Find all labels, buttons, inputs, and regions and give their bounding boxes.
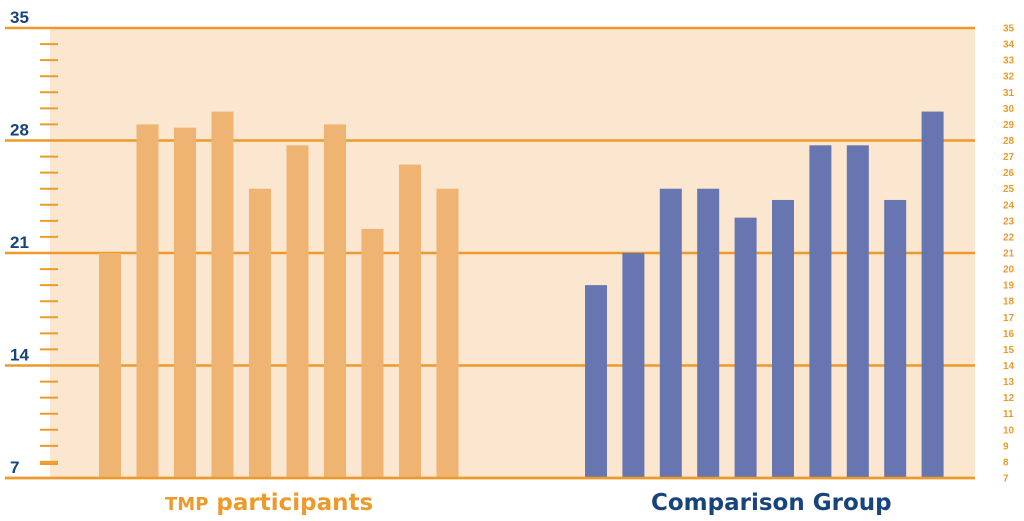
comparison-bar — [622, 253, 645, 478]
right-tick-label: 17 — [1003, 313, 1015, 324]
right-tick-label: 10 — [1003, 425, 1015, 436]
right-tick-label: 30 — [1003, 104, 1015, 115]
right-tick-label: 33 — [1003, 56, 1015, 67]
right-tick-label: 13 — [1003, 377, 1015, 388]
right-tick-label: 26 — [1003, 168, 1015, 179]
comparison-bar — [734, 217, 757, 478]
tmp-participants-label: TMP participants — [165, 490, 373, 516]
tmp-bar — [174, 127, 196, 479]
right-tick-label: 32 — [1003, 72, 1015, 83]
comparison-bar — [846, 145, 869, 479]
tmp-bar — [361, 228, 384, 478]
left-tick-label: 14 — [10, 346, 29, 365]
tmp-bar — [436, 188, 459, 478]
right-tick-label: 15 — [1003, 345, 1015, 356]
right-tick-label: 25 — [1003, 184, 1015, 195]
right-tick-label: 21 — [1003, 249, 1015, 260]
right-tick-label: 22 — [1003, 232, 1015, 243]
comparison-bar — [884, 199, 907, 478]
right-tick-label: 9 — [1003, 441, 1009, 452]
right-tick-label: 28 — [1003, 136, 1015, 147]
right-tick-label: 20 — [1003, 265, 1015, 276]
right-tick-label: 7 — [1003, 474, 1009, 485]
right-tick-label: 29 — [1003, 120, 1015, 131]
left-tick-label: 35 — [10, 8, 29, 27]
left-tick-label: 7 — [10, 458, 19, 477]
comparison-bar — [921, 111, 944, 479]
right-tick-label: 12 — [1003, 393, 1015, 404]
right-tick-label: 8 — [1003, 457, 1009, 468]
right-tick-label: 24 — [1003, 200, 1015, 211]
tmp-abbrev: TMP — [165, 494, 209, 515]
right-tick-label: 35 — [1003, 24, 1015, 35]
left-tick-label: 21 — [10, 233, 29, 252]
comparison-bar — [809, 145, 832, 479]
right-tick-label: 19 — [1003, 281, 1015, 292]
right-tick-label: 23 — [1003, 216, 1015, 227]
right-tick-label: 34 — [1003, 40, 1015, 51]
right-tick-label: 27 — [1003, 152, 1015, 163]
tmp-bar — [249, 188, 271, 478]
comparison-group-label: Comparison Group — [651, 490, 892, 516]
right-tick-label: 31 — [1003, 88, 1015, 99]
comparison-bar — [585, 285, 607, 478]
comparison-bar — [772, 199, 794, 478]
right-tick-label: 11 — [1003, 409, 1014, 420]
tmp-bar — [399, 164, 421, 478]
left-tick-label: 28 — [10, 121, 29, 140]
participants-word: participants — [216, 490, 374, 516]
tmp-bar — [286, 145, 309, 479]
comparison-bar — [697, 188, 720, 478]
right-tick-label: 18 — [1003, 297, 1015, 308]
tmp-bar — [136, 124, 159, 478]
tmp-bar — [324, 124, 346, 478]
tmp-bar — [211, 111, 234, 479]
right-tick-label: 16 — [1003, 329, 1015, 340]
right-tick-label: 14 — [1003, 361, 1015, 372]
tmp-bar — [99, 253, 121, 478]
comparison-bar — [659, 188, 682, 478]
